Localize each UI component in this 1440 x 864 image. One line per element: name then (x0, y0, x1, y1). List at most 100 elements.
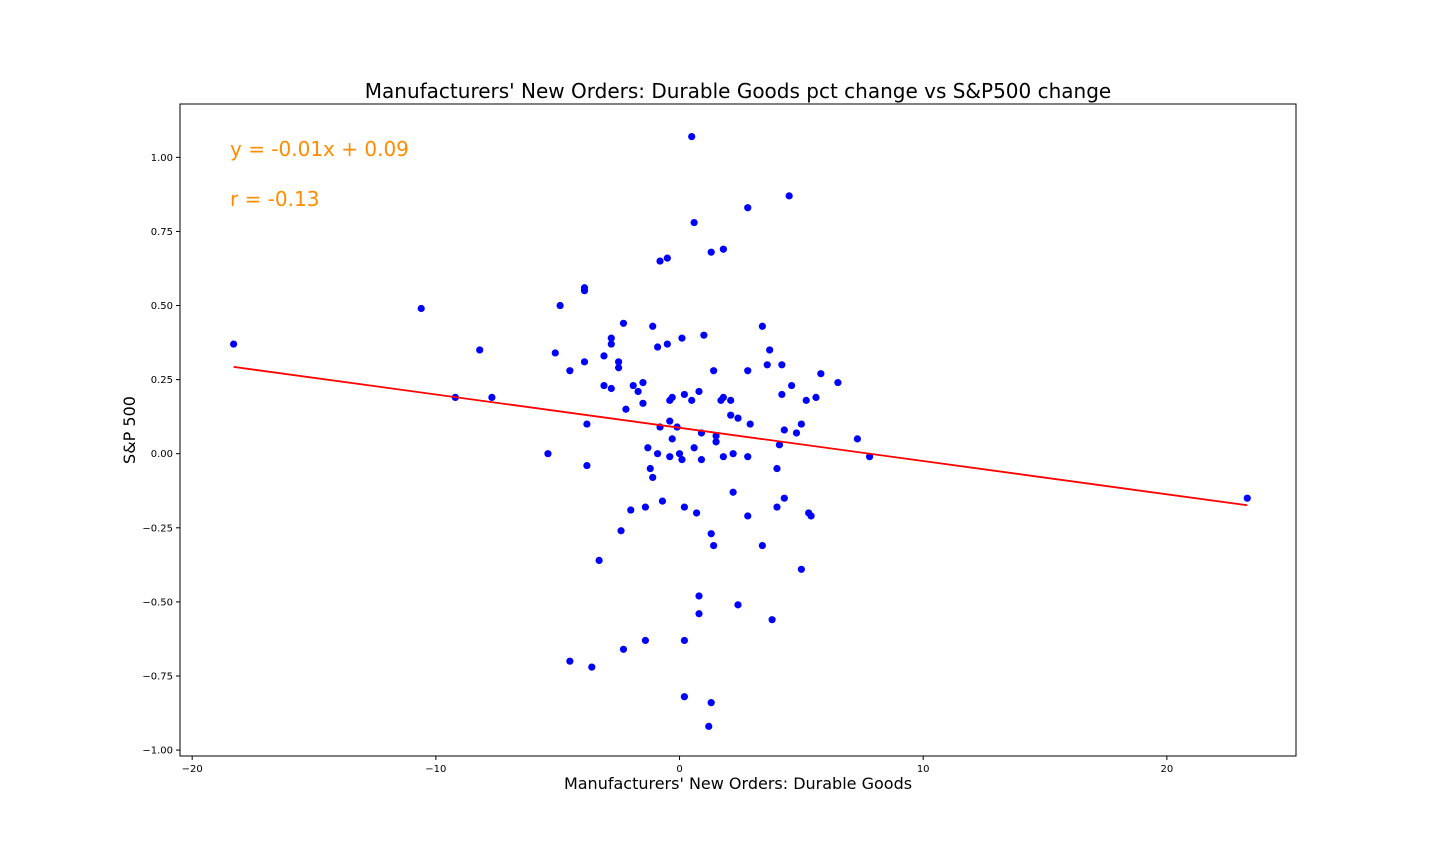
data-point (773, 503, 781, 511)
data-point (680, 390, 688, 399)
data-point (778, 361, 786, 369)
data-point (656, 257, 664, 265)
data-point (544, 450, 552, 458)
data-point (580, 287, 589, 295)
data-point (588, 663, 596, 671)
data-point (766, 346, 774, 354)
data-point (719, 453, 727, 461)
data-point (653, 343, 662, 351)
data-point (639, 399, 647, 407)
data-point (773, 464, 781, 473)
data-point (695, 610, 703, 618)
data-point (607, 340, 615, 348)
data-point (583, 420, 591, 428)
data-point (690, 444, 698, 452)
data-point (734, 414, 742, 422)
data-point (688, 133, 696, 141)
data-point (734, 601, 742, 609)
data-point (641, 636, 650, 645)
x-tick-label: 20 (1160, 764, 1173, 775)
data-point (595, 556, 603, 565)
data-point (785, 192, 793, 200)
data-point (695, 592, 703, 600)
data-point (792, 429, 801, 437)
data-point (641, 503, 650, 511)
data-point (712, 432, 720, 440)
data-point (746, 420, 754, 428)
data-point (680, 693, 688, 701)
data-point (744, 204, 752, 212)
data-point (729, 488, 737, 496)
data-point (680, 503, 688, 511)
data-point (688, 396, 696, 404)
data-point (865, 453, 874, 461)
data-point (807, 512, 815, 520)
data-point (566, 367, 574, 375)
data-point (668, 393, 676, 401)
data-point (802, 396, 810, 404)
x-axis-label: Manufacturers' New Orders: Durable Goods (564, 774, 912, 793)
data-point (680, 636, 688, 645)
y-tick-label: −0.25 (142, 523, 173, 534)
data-point (615, 358, 623, 366)
data-point (727, 396, 735, 404)
equation-annotation: y = -0.01x + 0.09 (230, 137, 409, 161)
data-point (551, 349, 559, 357)
data-point (692, 509, 701, 517)
data-point (644, 444, 652, 452)
data-point (658, 497, 667, 505)
data-point (690, 218, 698, 227)
y-tick-label: 0.25 (151, 375, 173, 386)
data-point (417, 304, 425, 313)
data-point (780, 426, 788, 434)
data-point (744, 453, 752, 461)
x-tick-label: −10 (425, 764, 446, 775)
data-point (607, 334, 615, 342)
data-point (768, 616, 776, 624)
data-point (812, 393, 820, 401)
data-point (600, 352, 608, 360)
data-point (744, 512, 752, 520)
data-point (778, 390, 786, 399)
data-point (797, 420, 805, 428)
data-point (607, 384, 615, 393)
data-point (646, 464, 654, 473)
y-tick-label: −0.50 (142, 597, 173, 608)
data-point (775, 441, 784, 449)
data-point (727, 411, 735, 419)
data-point (629, 381, 637, 390)
data-point (788, 381, 796, 390)
data-point (663, 254, 671, 262)
data-point (678, 456, 686, 464)
x-tick-label: 10 (917, 764, 930, 775)
data-point (639, 378, 647, 387)
data-point (710, 367, 718, 375)
data-point (1243, 494, 1251, 502)
data-point (566, 657, 574, 665)
data-point (619, 645, 628, 653)
data-point (488, 393, 496, 401)
data-point (666, 417, 674, 425)
data-point (729, 450, 737, 458)
chart-title: Manufacturers' New Orders: Durable Goods… (365, 79, 1111, 103)
data-point (817, 370, 825, 378)
data-point (834, 378, 842, 387)
data-point (583, 461, 591, 470)
data-point (600, 381, 608, 390)
data-point (476, 346, 484, 354)
data-point (758, 322, 766, 330)
data-point (700, 331, 708, 339)
y-tick-label: 0.75 (151, 227, 173, 238)
regression-line (233, 365, 1248, 507)
data-point (668, 435, 676, 443)
y-axis: 1.00 0.75 0.50 0.25 0.00 −0.25 −0.50 −0.75 −1.00 (142, 153, 180, 757)
data-point (649, 473, 657, 482)
y-tick-label: 0.00 (151, 449, 173, 460)
scatter-points (230, 133, 1251, 730)
y-axis-label: S&P 500 (120, 396, 139, 464)
data-point (678, 334, 686, 342)
data-point (615, 364, 623, 372)
data-point (780, 494, 788, 502)
data-point (707, 248, 715, 256)
